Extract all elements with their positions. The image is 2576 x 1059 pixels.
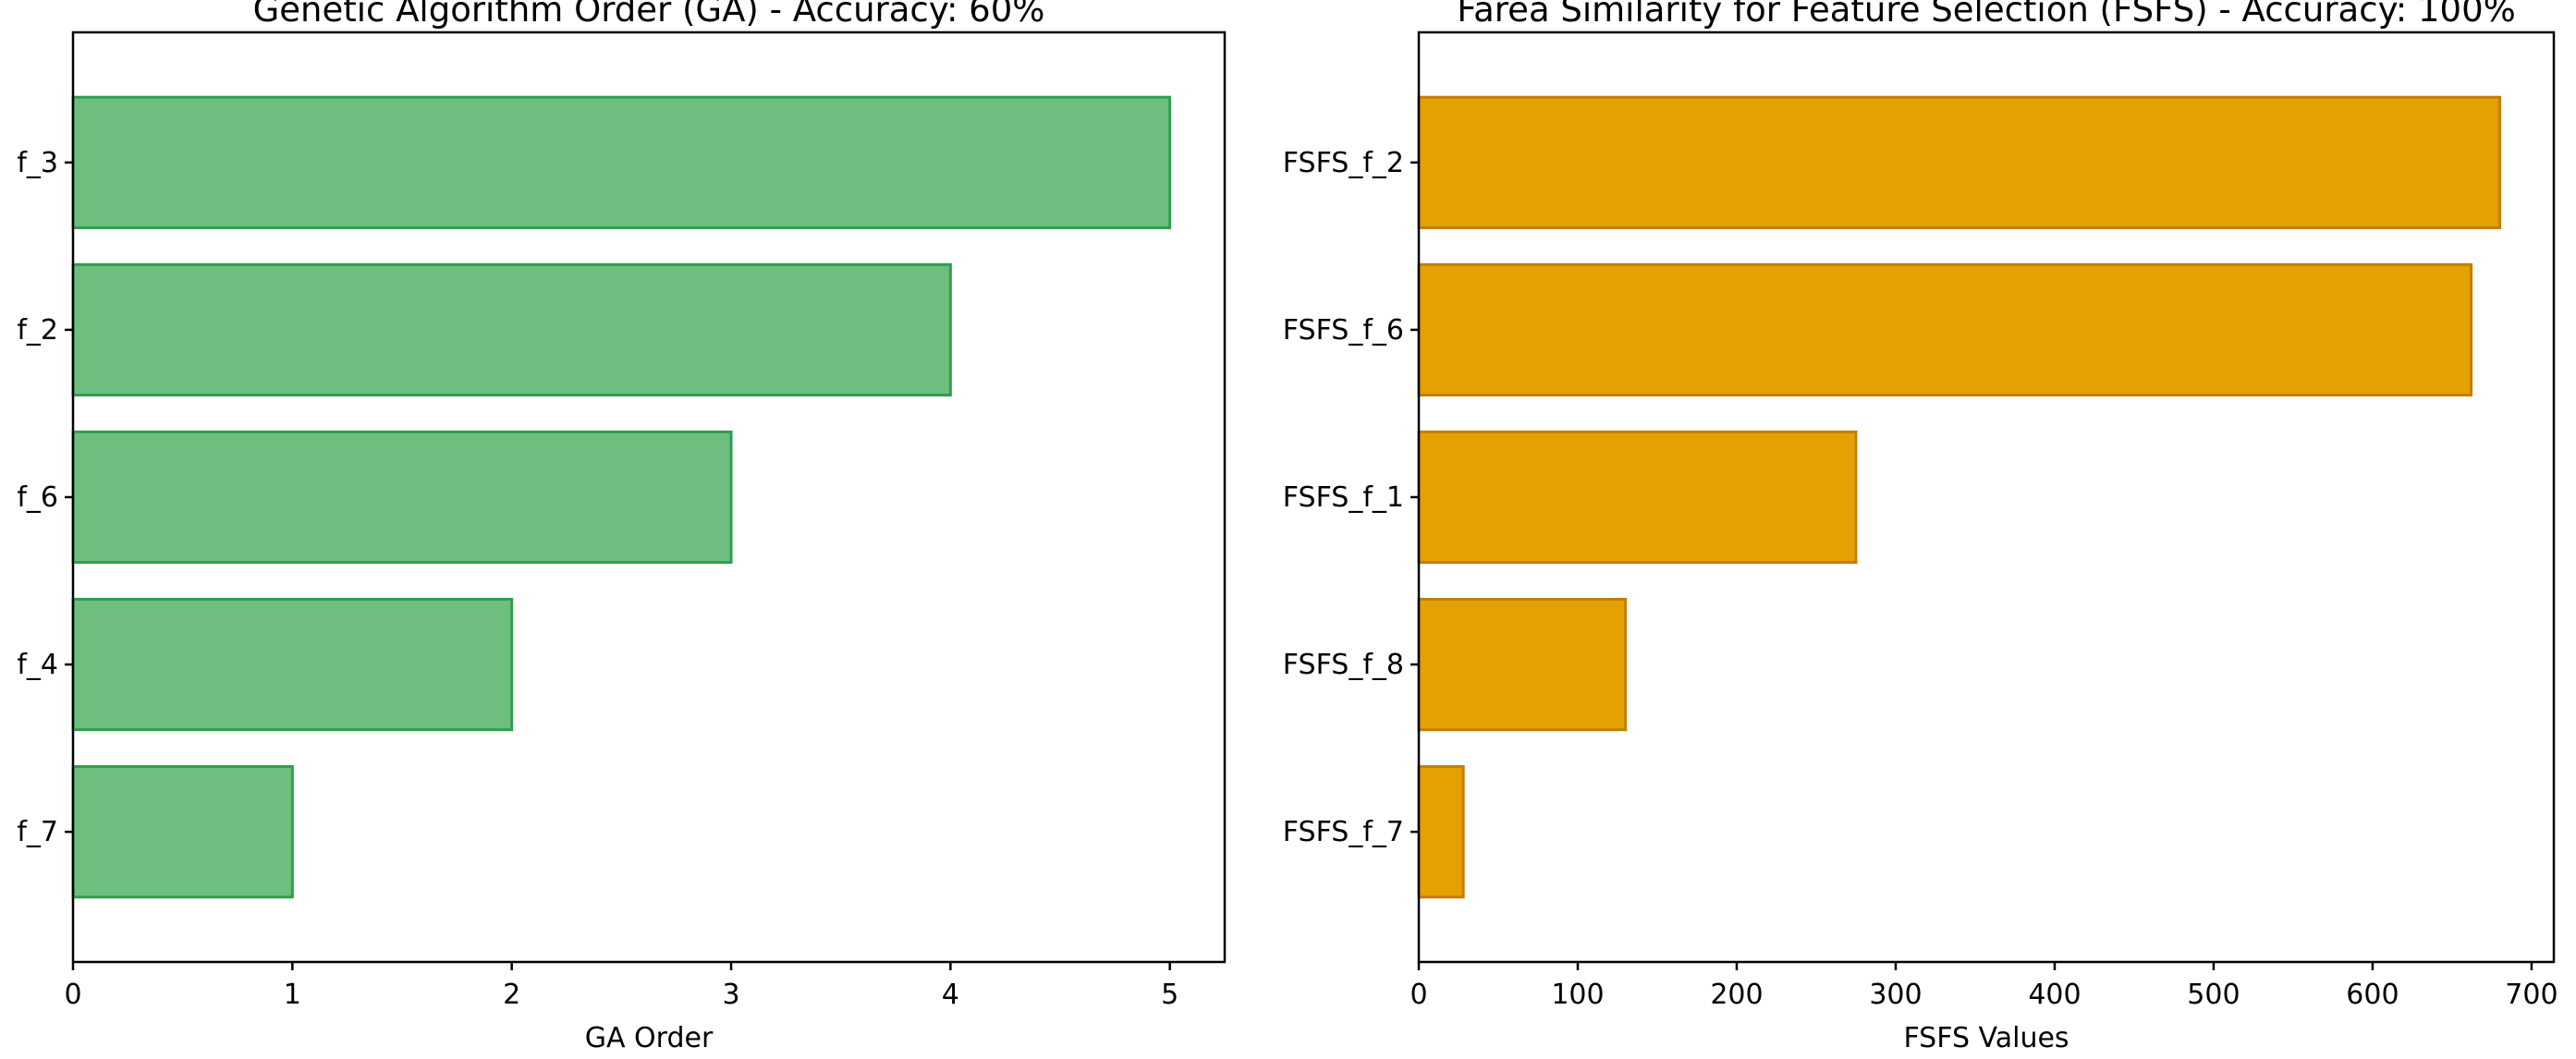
bar-fsfs-f-6 — [1417, 262, 2473, 397]
y-tick-label: FSFS_f_2 — [1283, 147, 1404, 179]
bar-f-6 — [71, 430, 733, 565]
x-tick-label: 3 — [722, 979, 739, 1011]
x-tick-label: 0 — [64, 979, 81, 1011]
x-tick-label: 500 — [2187, 979, 2240, 1011]
chart-title: Genetic Algorithm Order (GA) - Accuracy:… — [253, 0, 1045, 30]
axes-frame — [1417, 30, 2556, 964]
x-tick-label: 2 — [503, 979, 520, 1011]
y-tick-label: f_6 — [17, 481, 58, 514]
x-tick-label: 400 — [2028, 979, 2081, 1011]
x-tick-label: 0 — [1410, 979, 1427, 1011]
axes-frame — [71, 30, 1227, 964]
bar-fsfs-f-8 — [1417, 597, 1628, 732]
x-tick-label: 1 — [284, 979, 301, 1011]
x-tick-label: 600 — [2346, 979, 2399, 1011]
y-tick-label: FSFS_f_7 — [1283, 816, 1404, 848]
fsfs-values-chart: FSFS_f_2 FSFS_f_6 FSFS_f_1 FSFS_f_8 FSFS_f_7… — [1283, 0, 2558, 1054]
y-tick-label: f_3 — [17, 147, 58, 179]
bar-f-2 — [71, 262, 952, 397]
bar-f-3 — [71, 95, 1172, 229]
x-tick-label: 100 — [1551, 979, 1604, 1011]
x-axis-label: FSFS Values — [1903, 1022, 2069, 1054]
x-tick-label: 300 — [1869, 979, 1922, 1011]
x-tick-label: 700 — [2505, 979, 2558, 1011]
chart-title: Farea Similarity for Feature Selection (… — [1457, 0, 2516, 30]
x-tick-label: 4 — [942, 979, 959, 1011]
bar-f-7 — [71, 765, 294, 899]
y-tick-label: f_2 — [17, 314, 58, 347]
y-tick-label: FSFS_f_8 — [1283, 649, 1404, 681]
bar-fsfs-f-2 — [1417, 95, 2502, 229]
y-tick-label: FSFS_f_6 — [1283, 314, 1404, 347]
y-tick-label: f_4 — [17, 649, 58, 681]
x-tick-label: 200 — [1710, 979, 1763, 1011]
y-tick-label: f_7 — [17, 816, 58, 848]
ga-order-chart: f_3 f_2 f_6 f_4 f_7 0 1 2 3 4 5 Genetic Algorithm O… — [17, 0, 1227, 1054]
bar-fsfs-f-1 — [1417, 430, 1858, 565]
bar-fsfs-f-7 — [1417, 765, 1465, 899]
bar-f-4 — [71, 597, 514, 732]
y-tick-label: FSFS_f_1 — [1283, 481, 1404, 514]
x-tick-label: 5 — [1161, 979, 1178, 1011]
x-axis-label: GA Order — [585, 1022, 714, 1054]
